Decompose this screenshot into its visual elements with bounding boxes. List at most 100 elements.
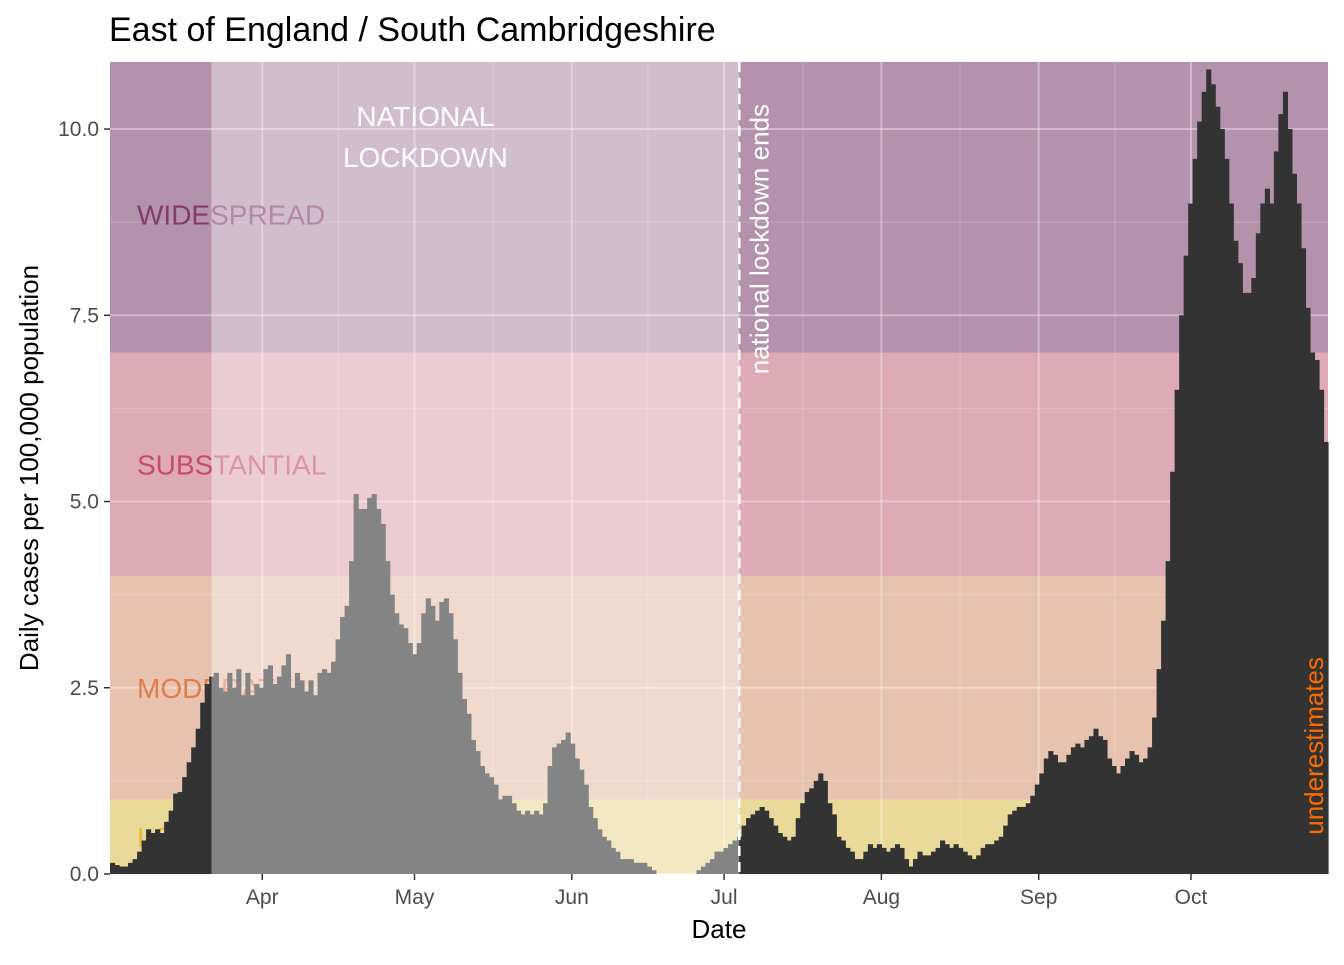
bar: [813, 780, 819, 874]
chart-title: East of England / South Cambridgeshire: [109, 11, 716, 49]
bar: [1003, 825, 1009, 874]
bar: [872, 847, 878, 874]
bar: [858, 859, 864, 874]
bar: [164, 821, 170, 874]
bar: [750, 814, 756, 874]
grid-lines: [110, 62, 1328, 875]
bar: [1025, 803, 1031, 874]
bar: [236, 669, 242, 874]
bar: [452, 639, 458, 874]
bar: [565, 732, 571, 874]
band-label-widespread: WIDESPREAD: [137, 200, 325, 231]
bar: [272, 684, 278, 874]
bar: [1061, 762, 1067, 874]
bar: [457, 672, 463, 874]
bar: [461, 698, 467, 874]
bar: [466, 713, 472, 874]
bar: [362, 508, 368, 874]
bar: [1296, 203, 1302, 875]
bar: [340, 616, 346, 874]
bar: [534, 810, 540, 874]
x-axis-label: Date: [692, 914, 747, 944]
bar: [479, 765, 486, 874]
bar: [245, 672, 251, 874]
bar: [773, 825, 779, 874]
bar: [1273, 151, 1279, 874]
bar: [493, 784, 499, 874]
bar: [1057, 762, 1063, 874]
bar: [335, 639, 341, 874]
y-tick-label: 10.0: [58, 118, 99, 141]
bar: [759, 806, 765, 874]
bar: [141, 840, 147, 874]
bar: [804, 792, 810, 874]
bar: [1215, 106, 1221, 874]
bar: [1147, 747, 1153, 874]
bar: [1183, 255, 1189, 874]
bar: [989, 844, 995, 874]
bar: [1264, 188, 1270, 874]
bar: [953, 844, 959, 874]
bar: [1170, 471, 1176, 874]
bar: [425, 598, 431, 874]
bar: [1102, 739, 1108, 874]
bar: [723, 847, 729, 874]
bar: [610, 847, 616, 874]
bar: [1152, 717, 1158, 874]
bar: [1030, 795, 1036, 874]
bar: [1210, 84, 1216, 874]
bar: [1039, 773, 1045, 874]
x-tick-label: Sep: [1020, 886, 1057, 909]
bar: [263, 669, 269, 874]
bar: [1079, 747, 1085, 874]
bar: [1120, 765, 1126, 874]
bar: [538, 814, 544, 874]
bar: [1224, 158, 1230, 874]
bar: [398, 624, 404, 874]
lockdown-overlay: NATIONAL LOCKDOWN national lockdown ends un…: [211, 62, 1329, 874]
bar: [917, 851, 923, 874]
bar: [831, 814, 837, 874]
bar: [407, 643, 413, 874]
bar: [971, 859, 977, 874]
bar: [1255, 233, 1261, 874]
band-label-substantial: SUBSTANTIAL: [137, 449, 326, 480]
bar: [570, 743, 576, 874]
bar: [1088, 736, 1095, 874]
bar: [791, 836, 797, 874]
bar: [1269, 203, 1275, 875]
bar: [709, 859, 716, 874]
bar: [1138, 762, 1144, 874]
bar: [583, 784, 589, 874]
bar: [434, 620, 440, 874]
bar: [714, 851, 720, 874]
bar: [110, 862, 116, 874]
bar: [1188, 203, 1194, 875]
bar: [592, 818, 598, 874]
bar: [800, 803, 806, 874]
x-tick-label: Aug: [863, 886, 900, 909]
bar: [579, 769, 585, 874]
bar: [755, 810, 761, 874]
bar: [552, 747, 558, 874]
bar: [285, 654, 292, 874]
bar: [633, 862, 639, 874]
bar: [606, 840, 612, 874]
bar: [949, 847, 955, 874]
bar: [597, 829, 603, 874]
bar: [443, 598, 449, 874]
bar: [331, 661, 337, 874]
bar: [705, 862, 711, 874]
bar: [912, 859, 919, 874]
x-tick-label: Apr: [246, 886, 279, 909]
bar: [628, 859, 634, 874]
bar: [1134, 754, 1140, 874]
x-tick-label: May: [395, 886, 435, 909]
bar: [782, 836, 788, 874]
bar: [1048, 751, 1054, 874]
bar: [746, 818, 752, 874]
bar: [1161, 620, 1167, 874]
band-substantial: [110, 352, 1328, 577]
bar: [389, 594, 395, 874]
bar: [218, 687, 224, 874]
